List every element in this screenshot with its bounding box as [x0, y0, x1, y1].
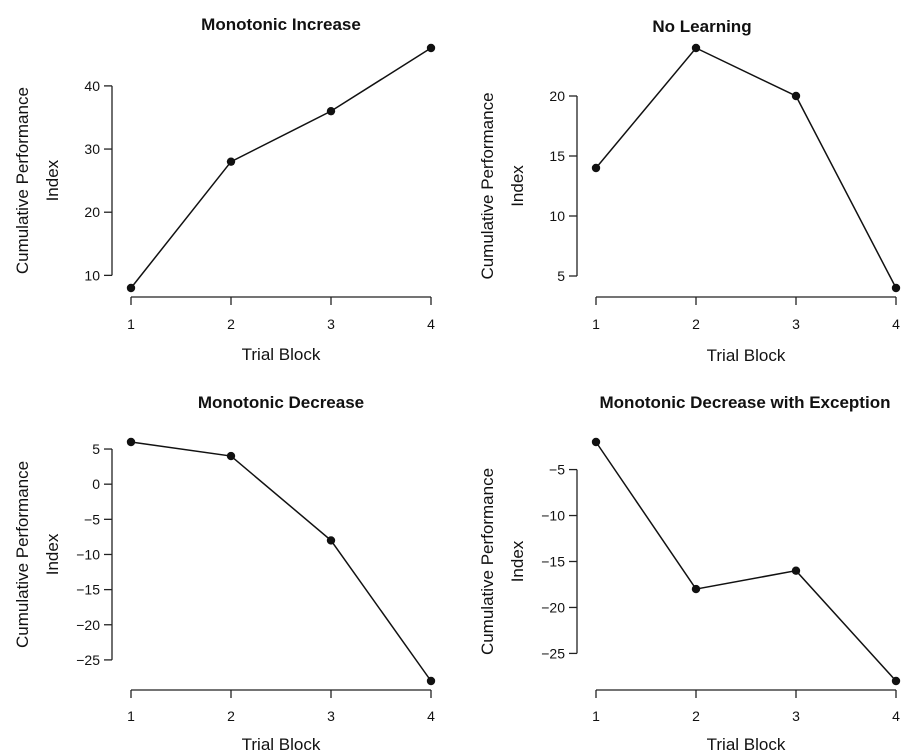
y-tick-label: −20: [541, 599, 565, 615]
x-tick-label: 2: [227, 708, 235, 724]
x-axis-title: Trial Block: [707, 346, 786, 365]
y-axis-title-line-1: Cumulative Performance: [478, 468, 497, 655]
x-tick-label: 1: [127, 708, 135, 724]
data-point: [591, 437, 601, 447]
y-tick-label: 40: [84, 78, 100, 94]
y-tick-label: −15: [541, 554, 565, 570]
y-tick-label: −15: [76, 582, 100, 598]
y-tick-label: 30: [84, 141, 100, 157]
chart-title: Monotonic Decrease with Exception: [600, 393, 891, 412]
data-point: [226, 157, 236, 166]
y-tick-label: 20: [84, 204, 100, 220]
x-tick-label: 3: [792, 316, 800, 332]
x-tick-label: 3: [792, 708, 800, 724]
y-tick-label: 5: [92, 441, 100, 457]
chart-panel-1: Monotonic Increase 1 2 3 4 Trial Block 10 20 30 4…: [13, 15, 436, 364]
y-tick-label: 0: [92, 476, 100, 492]
series-line: [595, 47, 897, 289]
y-tick-label: −10: [541, 508, 565, 524]
y-tick-label: −5: [549, 462, 565, 478]
x-tick-label: 3: [327, 316, 335, 332]
y-tick-label: 10: [549, 208, 565, 224]
x-tick-label: 3: [327, 708, 335, 724]
x-axis-title: Trial Block: [242, 735, 321, 752]
data-point: [791, 566, 801, 575]
x-tick-label: 4: [427, 708, 435, 724]
x-tick-label: 1: [592, 316, 600, 332]
x-tick-label: 4: [892, 316, 900, 332]
x-tick-label: 4: [892, 708, 900, 724]
data-point: [691, 43, 701, 53]
chart-panel-2: No Learning 1 2 3 4 Trial Block 5 10 15 20 Cumulat…: [478, 17, 901, 365]
data-point: [691, 584, 701, 594]
y-axis-title-line-1: Cumulative Performance: [13, 87, 32, 274]
data-point: [891, 283, 901, 293]
y-tick-label: −25: [76, 652, 100, 668]
y-tick-label: −25: [541, 645, 565, 661]
y-axis-title-line-2: Index: [508, 540, 527, 582]
y-tick-label: −10: [76, 546, 100, 562]
data-point: [326, 536, 336, 545]
chart-title: No Learning: [652, 17, 751, 36]
x-tick-label: 2: [227, 316, 235, 332]
data-point: [791, 91, 801, 101]
y-axis-title-line-1: Cumulative Performance: [13, 461, 32, 648]
data-point: [226, 451, 236, 461]
y-tick-label: −5: [84, 511, 100, 527]
data-point: [326, 106, 336, 116]
series-line: [130, 47, 432, 289]
data-point: [591, 163, 601, 173]
chart-title: Monotonic Decrease: [198, 393, 364, 412]
y-axis-title-line-2: Index: [43, 533, 62, 575]
x-tick-label: 2: [692, 708, 700, 724]
y-tick-label: 5: [557, 268, 565, 284]
y-tick-label: 20: [549, 88, 565, 104]
chart-panel-3: Monotonic Decrease 1 2 3 4 Trial Block 5 0 −5 −10…: [13, 393, 436, 752]
chart-title: Monotonic Increase: [201, 15, 361, 34]
data-point: [891, 676, 901, 686]
series-line: [130, 441, 432, 682]
y-axis-title-line-2: Index: [43, 159, 62, 201]
y-tick-label: −20: [76, 617, 100, 633]
x-tick-label: 2: [692, 316, 700, 332]
x-tick-label: 1: [127, 316, 135, 332]
data-point: [426, 676, 436, 686]
y-axis-title-line-2: Index: [508, 165, 527, 207]
data-point: [426, 43, 436, 53]
series-line: [595, 441, 897, 682]
x-tick-label: 1: [592, 708, 600, 724]
y-tick-label: 15: [549, 148, 565, 164]
y-axis-title-line-1: Cumulative Performance: [478, 92, 497, 279]
x-tick-label: 4: [427, 316, 435, 332]
x-axis-title: Trial Block: [707, 735, 786, 752]
x-axis-title: Trial Block: [242, 345, 321, 364]
data-point: [126, 437, 136, 447]
data-point: [126, 283, 136, 293]
y-tick-label: 10: [84, 267, 100, 283]
chart-panel-4: Monotonic Decrease with Exception 1 2 3 4 Tri…: [478, 393, 901, 752]
